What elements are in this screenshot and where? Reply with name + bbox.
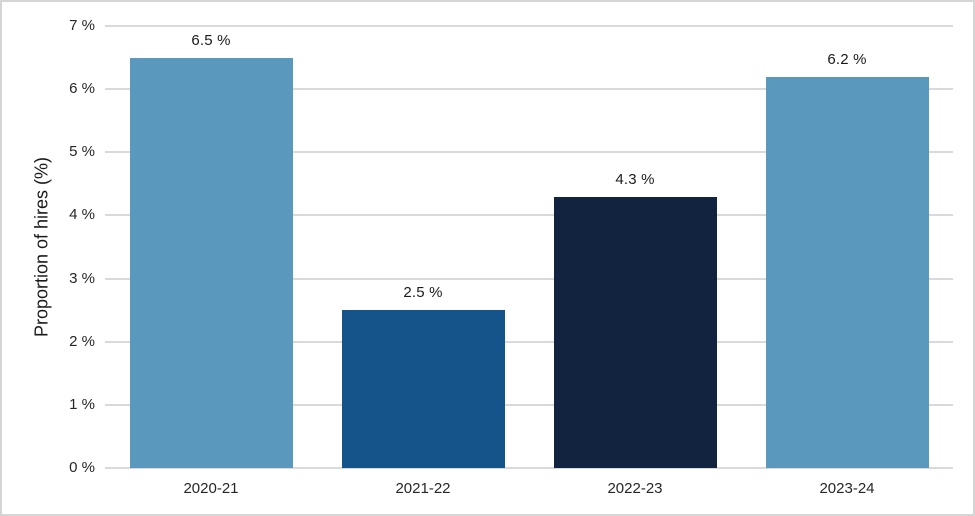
- bar-2022-23: [553, 196, 717, 468]
- gridline: [105, 151, 953, 154]
- bar-value-label: 6.5 %: [191, 31, 231, 49]
- gridline: [105, 88, 953, 91]
- gridline: [105, 214, 953, 217]
- gridline: [105, 25, 953, 27]
- x-tick-label-2021-22: 2021-22: [395, 480, 451, 497]
- plot-area: 6.5 % 2.5 % 4.3 % 6.2 %: [105, 25, 953, 469]
- y-tick-label: 7 %: [69, 17, 95, 34]
- y-axis-title: Proportion of hires (%): [31, 156, 52, 338]
- bar-2021-22: [341, 310, 505, 468]
- bar-2023-24: [765, 76, 929, 468]
- y-tick-label: 2 %: [69, 332, 95, 350]
- x-tick-label-2023-24: 2023-24: [819, 480, 875, 497]
- y-tick-label: 5 %: [69, 143, 95, 161]
- bar-value-label: 6.2 %: [827, 50, 867, 68]
- y-tick-label: 0 %: [69, 459, 95, 476]
- y-tick-label: 3 %: [69, 269, 95, 287]
- gridline: [105, 277, 953, 280]
- gridline: [105, 340, 953, 343]
- bar-value-label: 2.5 %: [403, 284, 443, 302]
- bar-2020-21: [129, 57, 293, 468]
- y-tick-label: 4 %: [69, 206, 95, 224]
- gridline: [105, 467, 953, 469]
- gridline: [105, 403, 953, 406]
- x-tick-label-2022-23: 2022-23: [607, 480, 663, 497]
- y-tick-label: 6 %: [69, 80, 95, 98]
- x-tick-label-2020-21: 2020-21: [183, 480, 239, 497]
- bar-value-label: 4.3 %: [615, 170, 655, 188]
- y-tick-label: 1 %: [69, 395, 95, 413]
